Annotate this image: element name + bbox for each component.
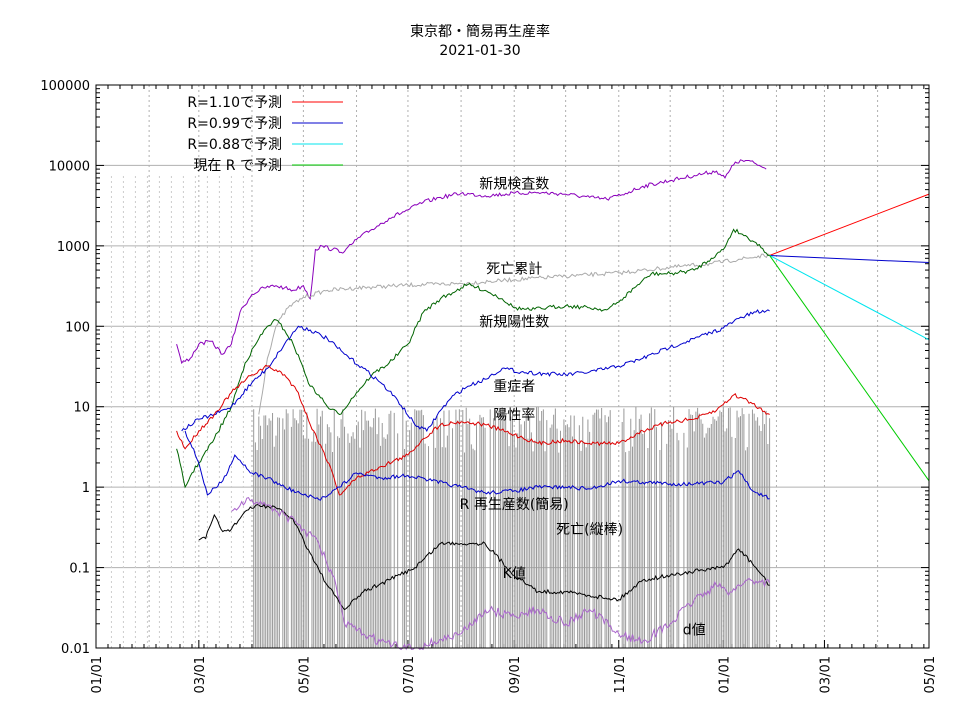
series-label: R 再生産数(簡易) [460,497,569,513]
legend-label: R=0.88で予測 [187,137,282,153]
x-tick-label: 01/01 [717,656,732,693]
y-tick-label: 100000 [40,79,90,94]
forecast-line-1 [769,254,930,264]
series-label: 新規検査数 [479,176,549,192]
forecast-line-3 [769,255,930,482]
x-tick-label: 09/01 [508,656,523,693]
y-tick-label: 1 [82,481,90,496]
series-line-1 [258,253,770,415]
y-tick-label: 0.1 [69,562,90,577]
chart-title: 東京都・簡易再生産率 [410,24,550,40]
series-line-3 [181,309,770,432]
x-tick-label: 01/01 [90,656,105,693]
series-line-2 [176,228,770,489]
x-tick-label: 05/01 [923,656,938,693]
series-label: 重症者 [493,379,535,395]
plot-frame [95,84,930,649]
forecast-line-0 [769,193,930,256]
series-label: 新規陽性数 [479,314,549,330]
y-tick-label: 10000 [49,159,90,174]
series-label: 死亡累計 [486,262,542,278]
legend-label: R=1.10で予測 [187,95,282,111]
y-tick-label: 1000 [57,240,90,255]
x-tick-label: 03/01 [818,656,833,693]
chart-subtitle: 2021-01-30 [439,43,521,59]
series-line-4 [176,364,770,496]
x-tick-label: 05/01 [297,656,312,693]
legend-label: R=0.99で予測 [187,116,282,132]
series-label: d値 [683,622,706,638]
forecast-line-2 [769,255,930,341]
series-line-0 [176,159,767,365]
series-label: 陽性率 [493,407,535,424]
series-line-7 [231,497,771,651]
y-tick-label: 100 [65,320,90,335]
series-label: 死亡(縦棒) [556,522,623,538]
x-tick-label: 07/01 [402,656,417,693]
series-line-6 [198,503,770,611]
x-tick-label: 11/01 [613,656,628,693]
series-label: K値 [503,566,526,582]
y-tick-label: 0.01 [61,642,90,657]
series-line-5 [184,430,770,501]
legend-label: 現在 R で予測 [193,158,282,174]
y-tick-label: 10 [73,401,90,416]
x-tick-label: 03/01 [193,656,208,693]
